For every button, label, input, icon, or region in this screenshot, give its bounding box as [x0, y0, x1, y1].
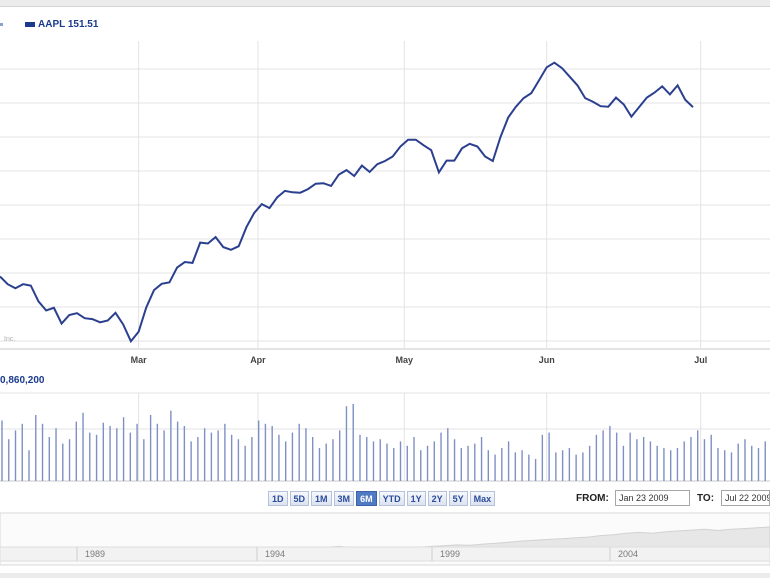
overview-navigator[interactable]: 1989 1994 1999 2004 [0, 512, 770, 566]
overview-year-label: 1999 [440, 549, 460, 559]
x-tick-label: Jul [694, 355, 707, 365]
price-x-axis: Mar Apr May Jun Jul [131, 355, 708, 365]
overview-year-label: 2004 [618, 549, 638, 559]
range-button-3m[interactable]: 3M [333, 491, 355, 506]
legend-marker [0, 22, 3, 26]
volume-bars [1, 404, 766, 481]
volume-label: 0,860,200 [0, 375, 45, 386]
to-label: TO: [697, 493, 715, 504]
inc-watermark: Inc. [4, 336, 15, 343]
legend-swatch [25, 21, 35, 27]
legend-value: 151.51 [67, 19, 99, 30]
range-button-ytd[interactable]: YTD [378, 491, 405, 506]
price-chart: Mar Apr May Jun Jul Inc. 1989 1994 1999 2004 [0, 41, 770, 566]
range-button-2y[interactable]: 2Y [427, 491, 447, 506]
price-line [0, 61, 694, 344]
range-button-5y[interactable]: 5Y [448, 491, 468, 506]
range-button-max[interactable]: Max [469, 491, 496, 506]
range-button-1d[interactable]: 1D [268, 491, 288, 506]
from-label: FROM: [576, 493, 609, 504]
chart-legend: AAPL 151.51 [0, 19, 98, 33]
legend-symbol: AAPL [38, 19, 66, 30]
from-date-input[interactable]: Jan 23 2009 [615, 490, 690, 506]
range-button-1m[interactable]: 1M [311, 491, 332, 506]
to-date-input[interactable]: Jul 22 2009 [721, 490, 770, 506]
range-button-6m[interactable]: 6M [356, 491, 377, 506]
x-tick-label: May [395, 355, 413, 365]
volume-grid [0, 392, 770, 482]
x-tick-label: Apr [250, 355, 266, 365]
overview-year-label: 1989 [85, 549, 105, 559]
range-button-5d[interactable]: 5D [289, 491, 310, 506]
x-tick-label: Mar [131, 355, 148, 365]
range-buttons: 1D 5D 1M 3M 6M YTD 1Y 2Y 5Y Max [268, 491, 496, 506]
overview-scrollbar [0, 546, 770, 562]
price-grid [0, 41, 770, 350]
chart-frame: Mar Apr May Jun Jul Inc. 1989 1994 1999 2004 AA… [0, 6, 770, 573]
overview-year-label: 1994 [265, 549, 285, 559]
x-tick-label: Jun [539, 355, 555, 365]
range-button-1y[interactable]: 1Y [406, 491, 426, 506]
